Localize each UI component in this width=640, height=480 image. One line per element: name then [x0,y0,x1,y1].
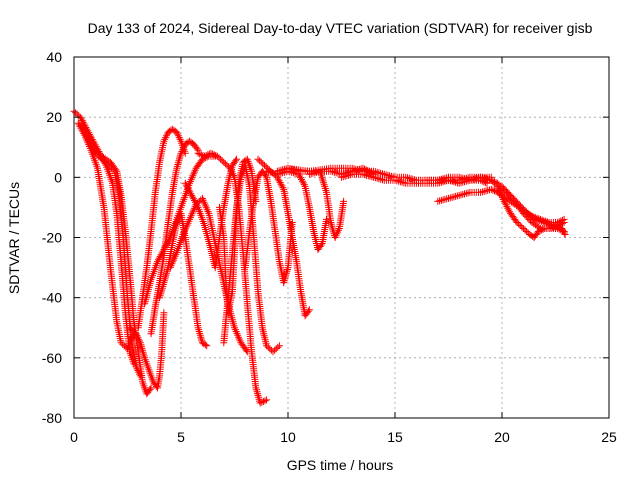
y-tick-label: 40 [46,49,62,65]
series-markers [498,182,569,238]
x-tick-label: 15 [387,429,403,445]
series-markers [156,209,211,350]
y-tick-label: 0 [54,169,62,185]
x-tick-label: 25 [601,429,617,445]
y-tick-label: -40 [42,290,62,306]
series-track-15 [241,167,296,287]
series-markers [241,167,296,287]
x-axis-title: GPS time / hours [287,457,394,473]
series-markers [126,309,168,392]
axis-ticks [73,56,610,419]
x-tick-label: 10 [280,429,296,445]
y-tick-labels: -80 -60 -40 -20 0 20 40 [42,49,62,426]
series-track-5 [126,309,168,392]
series-track-9 [156,209,211,350]
series-track-25 [498,182,569,238]
data-points [70,107,569,407]
y-tick-label: -60 [42,350,62,366]
x-tick-labels: 0 5 10 15 20 25 [70,429,617,445]
series-track-14 [220,161,283,356]
x-tick-label: 20 [494,429,510,445]
y-axis-title: SDTVAR / TECUs [6,182,22,294]
y-tick-label: -80 [42,410,62,426]
x-tick-label: 0 [70,429,78,445]
y-tick-label: -20 [42,230,62,246]
chart-title: Day 133 of 2024, Sidereal Day-to-day VTE… [88,20,593,36]
y-tick-label: 20 [46,109,62,125]
x-tick-label: 5 [177,429,185,445]
series-markers [220,161,283,356]
